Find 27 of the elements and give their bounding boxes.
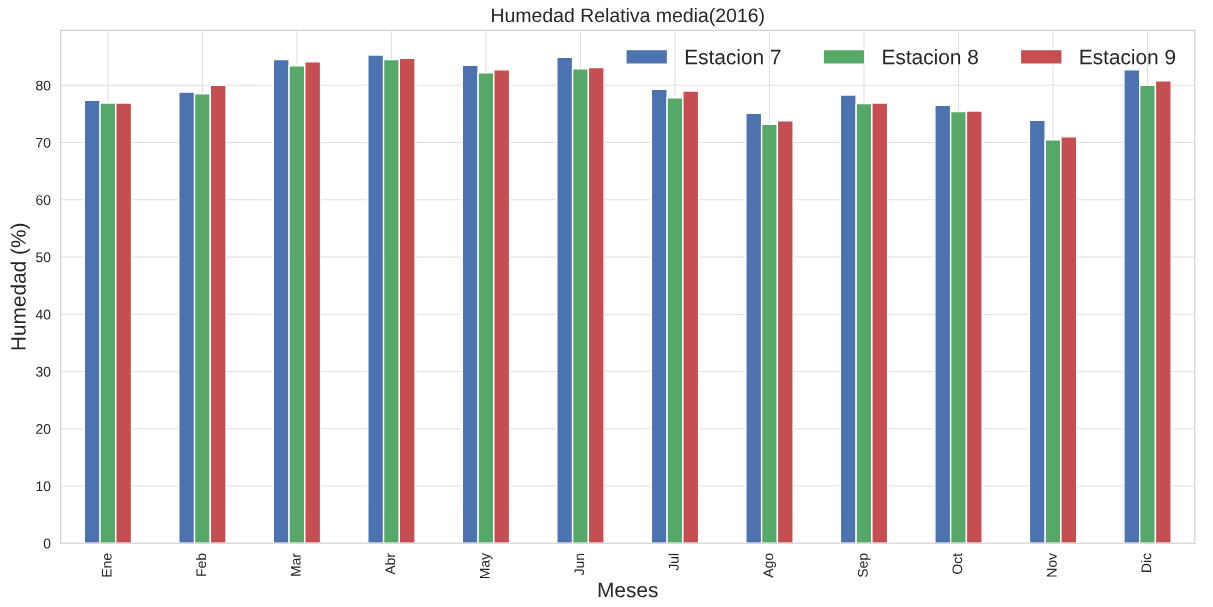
y-axis-title: Humedad (%) bbox=[10, 223, 30, 350]
legend-label: Estacion 7 bbox=[685, 49, 781, 65]
x-tick-label: May bbox=[479, 553, 493, 579]
y-tick-label: 70 bbox=[36, 137, 51, 148]
x-tick-label: Dic bbox=[1141, 553, 1152, 572]
x-axis-title: Meses bbox=[598, 582, 658, 598]
y-tick-label: 80 bbox=[36, 80, 51, 91]
y-tick-label: 20 bbox=[36, 424, 51, 434]
x-tick-label: Ago bbox=[763, 553, 776, 578]
x-tick-label: Abr bbox=[384, 553, 396, 575]
x-tick-label: Oct bbox=[952, 553, 963, 574]
x-tick-label: Jun bbox=[574, 553, 585, 576]
x-tick-label: Feb bbox=[195, 553, 207, 576]
x-tick-label: Mar bbox=[290, 553, 301, 576]
y-tick-label: 30 bbox=[36, 366, 51, 377]
x-tick-label: Sep bbox=[857, 553, 871, 578]
y-tick-label: 60 bbox=[36, 195, 51, 205]
y-tick-label: 0 bbox=[43, 538, 51, 549]
x-tick-label: Nov bbox=[1047, 553, 1057, 577]
y-tick-label: 50 bbox=[36, 252, 51, 263]
legend-label: Estacion 8 bbox=[883, 49, 978, 65]
x-tick-label: Ene bbox=[101, 553, 112, 577]
legend-label: Estacion 9 bbox=[1080, 49, 1176, 65]
chart-title: Humedad Relativa media(2016) bbox=[492, 7, 764, 27]
y-tick-label: 40 bbox=[35, 309, 51, 320]
x-tick-label: Jul bbox=[668, 553, 679, 571]
y-tick-label: 10 bbox=[36, 481, 51, 492]
